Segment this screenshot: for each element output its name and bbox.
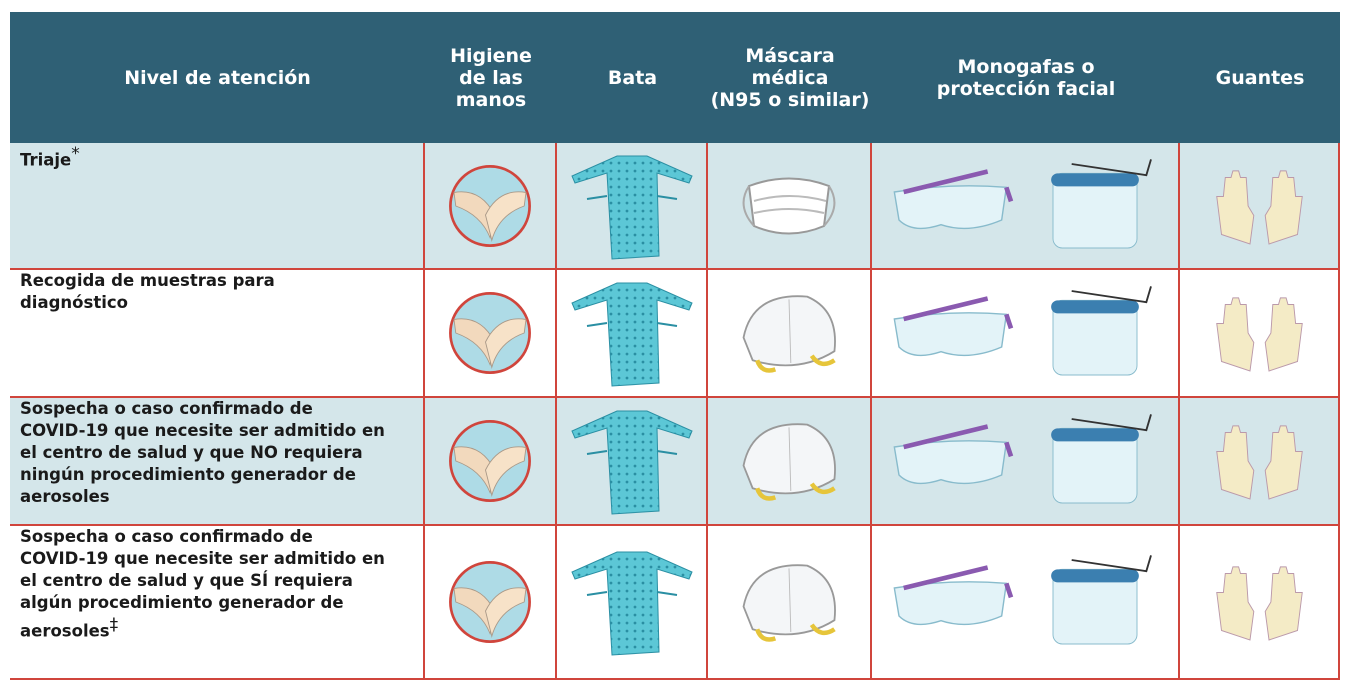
label-line: aerosoles‡ [20,615,119,641]
label-line: diagnóstico [20,293,128,312]
header-text: Nivel de atención [124,66,311,89]
header-text: médica [751,66,829,89]
icon-gloves [1212,557,1307,647]
icon-cell [557,398,708,526]
icon-cell [872,143,1180,270]
label-line: Sospecha o caso confirmado de [20,527,313,546]
header-cell: Monogafas o protección facial [872,12,1180,143]
icon-hands [445,557,535,647]
footnote-mark: * [71,144,80,164]
label-line: algún procedimiento generador de [20,593,344,612]
icon-gloves [1212,416,1307,506]
icon-cell [708,270,872,398]
label-line: COVID-19 que necesite ser admitido en [20,421,385,440]
icon-cell [557,526,708,680]
label-line: Triaje* [20,144,80,170]
icon-gloves [1212,161,1307,251]
icon-cell [708,526,872,680]
icon-eyes [885,406,1165,516]
icon-cell [425,270,557,398]
icon-eyes [885,547,1165,657]
icon-cell [557,143,708,270]
icon-cell [1180,526,1340,680]
row-label: Recogida de muestras para diagnóstico [10,270,425,398]
icon-cell [1180,143,1340,270]
icon-n95 [734,283,844,383]
icon-cell [708,398,872,526]
icon-hands [445,416,535,506]
ppe-table: Nivel de atención Higiene de las manos Bata M… [10,12,1340,680]
label-line: ningún procedimiento generador de [20,465,356,484]
header-text: de las [459,66,523,89]
icon-cell [425,398,557,526]
icon-cell [1180,270,1340,398]
row-label: Sospecha o caso confirmado de COVID-19 qu… [10,526,425,680]
icon-cell [872,526,1180,680]
icon-cell [557,270,708,398]
icon-cell [425,143,557,270]
header-text: Máscara [745,44,835,67]
header-cell: Nivel de atención [10,12,425,143]
header-text: Bata [607,66,658,89]
icon-gown [567,151,697,261]
label-line: el centro de salud y que SÍ requiera [20,571,353,590]
icon-cell [1180,398,1340,526]
icon-cell [872,398,1180,526]
icon-mask [734,156,844,256]
header-text: Monogafas o [957,55,1095,78]
icon-gown [567,547,697,657]
row-label: Triaje* [10,143,425,270]
row-label: Sospecha o caso confirmado de COVID-19 qu… [10,398,425,526]
icon-hands [445,288,535,378]
header-text: (N95 o similar) [710,88,870,111]
icon-eyes [885,278,1165,388]
label-line: COVID-19 que necesite ser admitido en [20,549,385,568]
icon-gown [567,406,697,516]
icon-gloves [1212,288,1307,378]
header-cell: Higiene de las manos [425,12,557,143]
icon-n95 [734,411,844,511]
label-line: Sospecha o caso confirmado de [20,399,313,418]
icon-n95 [734,552,844,652]
label-line: aerosoles [20,487,110,506]
icon-cell [708,143,872,270]
icon-cell [872,270,1180,398]
header-text: Higiene [450,44,532,67]
header-text: protección facial [936,77,1116,100]
icon-cell [425,526,557,680]
header-cell: Guantes [1180,12,1340,143]
footnote-mark: ‡ [109,615,119,635]
header-text: Guantes [1215,66,1305,89]
icon-gown [567,278,697,388]
label-line: el centro de salud y que NO requiera [20,443,363,462]
header-text: manos [455,88,527,111]
header-cell: Bata [557,12,708,143]
header-cell: Máscara médica (N95 o similar) [708,12,872,143]
label-line: Recogida de muestras para [20,271,275,290]
icon-hands [445,161,535,251]
icon-eyes [885,151,1165,261]
